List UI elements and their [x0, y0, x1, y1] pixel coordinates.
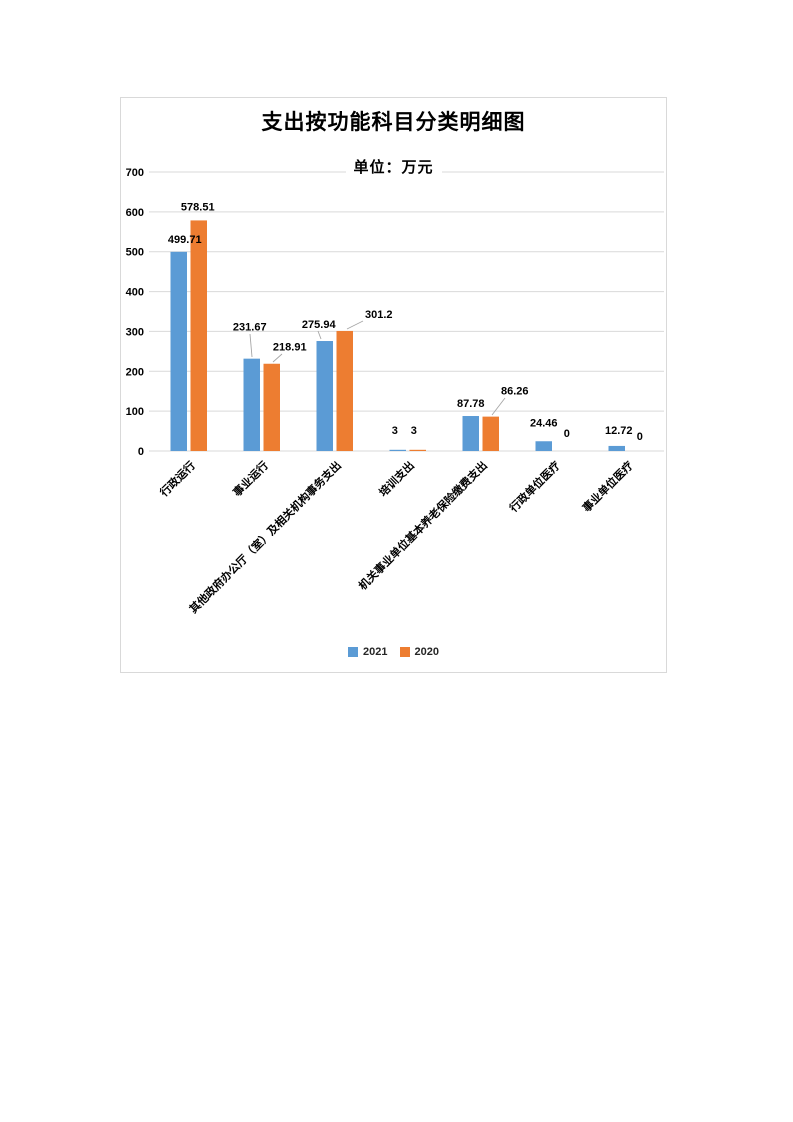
bar-2020-c2	[336, 330, 353, 451]
x-category-label-4: 机关事业单位基本养老保险缴费支出	[356, 458, 490, 592]
data-label-2021-c0: 499.71	[168, 234, 202, 246]
x-category-label-2: 其他政府办公厅（室）及相关机构事务支出	[186, 458, 344, 616]
legend-label-2021: 2021	[363, 646, 388, 658]
bar-2020-c1	[263, 363, 280, 451]
x-category-label-1: 事业运行	[230, 458, 271, 499]
bar-2021-c6	[608, 445, 625, 451]
y-tick-label-0: 0	[138, 446, 144, 458]
y-tick-label-700: 700	[126, 167, 144, 179]
data-label-2021-c4: 87.78	[457, 398, 485, 410]
x-category-label-0: 行政运行	[156, 458, 198, 500]
bar-2020-c0	[190, 220, 207, 451]
data-label-2021-c2: 275.94	[302, 319, 337, 331]
label-leader-line-0	[249, 333, 253, 358]
chart-title: 支出按功能科目分类明细图	[261, 110, 526, 134]
legend-item-2021: 2021	[348, 646, 388, 658]
data-label-2021-c6: 12.72	[605, 425, 633, 437]
chart-legend: 2021 2020	[121, 646, 666, 658]
legend-swatch-2021	[348, 647, 359, 657]
bar-2021-c2	[316, 341, 333, 451]
legend-label-2020: 2020	[414, 646, 439, 658]
legend-item-2020: 2020	[399, 646, 439, 658]
data-label-2020-c6: 0	[637, 431, 643, 443]
legend-swatch-2020	[399, 647, 410, 657]
data-label-2021-c3: 3	[392, 425, 398, 437]
bar-2021-c0	[170, 251, 187, 451]
chart-frame: 支出按功能科目分类明细图 单位：万元 0 100 200 300 400 500 600 70…	[120, 97, 667, 673]
bar-chart-plot: 0100200300400500600700499.71578.51231.67…	[126, 167, 664, 616]
bar-2020-c4	[482, 416, 499, 451]
data-label-2020-c2: 301.2	[365, 309, 393, 321]
y-tick-label-200: 200	[126, 366, 144, 378]
label-leader-line-2	[317, 330, 322, 340]
data-label-2021-c1: 231.67	[233, 322, 267, 334]
chart-unit-label: 单位：万元	[345, 156, 442, 177]
bar-2021-c4	[462, 416, 479, 451]
label-leader-line-4	[491, 397, 506, 416]
y-tick-label-600: 600	[126, 207, 144, 219]
label-leader-line-1	[272, 353, 283, 363]
y-tick-label-400: 400	[126, 287, 144, 299]
data-label-2020-c1: 218.91	[273, 342, 307, 354]
bar-2020-c3	[409, 449, 426, 451]
data-label-2020-c3: 3	[411, 425, 417, 437]
y-tick-label-100: 100	[126, 406, 144, 418]
bar-2021-c5	[535, 441, 552, 451]
data-label-2020-c0: 578.51	[181, 201, 215, 213]
y-tick-label-500: 500	[126, 247, 144, 259]
bar-2021-c1	[243, 358, 260, 451]
y-tick-label-300: 300	[126, 326, 144, 338]
label-leader-line-3	[346, 320, 364, 330]
x-category-label-5: 行政单位医疗	[506, 458, 563, 515]
bar-2021-c3	[389, 449, 406, 451]
data-label-2020-c4: 86.26	[501, 386, 529, 398]
data-label-2021-c5: 24.46	[530, 417, 558, 429]
x-category-label-3: 培训支出	[376, 458, 417, 499]
x-category-label-6: 事业单位医疗	[579, 458, 636, 515]
data-label-2020-c5: 0	[564, 428, 570, 440]
